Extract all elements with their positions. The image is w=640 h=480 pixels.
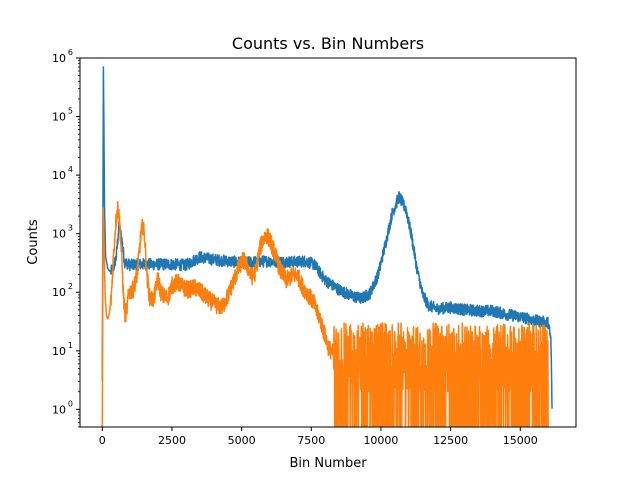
y-tick-label: 10: [52, 52, 66, 65]
x-tick-label: 0: [99, 434, 106, 447]
y-tick-label: 10: [52, 345, 66, 358]
y-tick-exponent: 1: [68, 341, 73, 350]
y-axis-label: Counts: [26, 219, 41, 265]
y-tick-exponent: 6: [68, 48, 73, 57]
series-line-2: [101, 201, 549, 427]
y-tick-exponent: 3: [68, 224, 73, 233]
y-tick-label: 10: [52, 111, 66, 124]
x-tick-label: 7500: [297, 434, 325, 447]
chart-title: Counts vs. Bin Numbers: [232, 34, 424, 53]
y-tick-exponent: 2: [68, 282, 73, 291]
y-tick-exponent: 4: [68, 165, 73, 174]
x-tick-label: 5000: [228, 434, 256, 447]
x-tick-label: 15000: [503, 434, 538, 447]
y-tick-label: 10: [52, 286, 66, 299]
series-group: [101, 66, 553, 427]
x-axis-label: Bin Number: [289, 456, 367, 471]
x-tick-label: 2500: [158, 434, 186, 447]
y-tick-label: 10: [52, 403, 66, 416]
y-tick-exponent: 0: [68, 399, 73, 408]
y-tick-label: 10: [52, 228, 66, 241]
series-line-1: [101, 66, 553, 409]
x-tick-label: 10000: [363, 434, 398, 447]
y-tick-label: 10: [52, 169, 66, 182]
x-axis: 0 2500 5000 7500 10000 12500 15000: [99, 427, 538, 447]
x-tick-label: 12500: [433, 434, 468, 447]
y-tick-exponent: 5: [68, 107, 73, 116]
